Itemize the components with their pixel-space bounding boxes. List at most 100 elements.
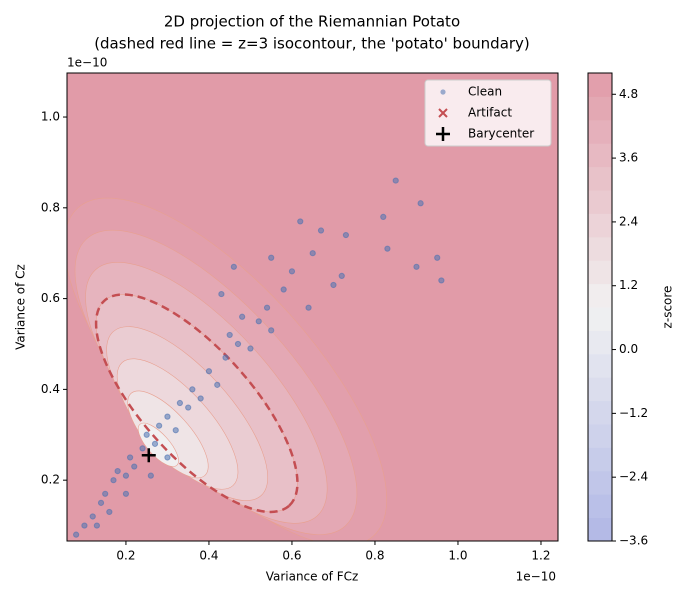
clean-point — [317, 227, 325, 234]
colorbar-band — [588, 283, 612, 308]
colorbar-band — [588, 119, 612, 144]
colorbar-band — [588, 424, 612, 448]
x-axis-label: Variance of FCz — [266, 570, 359, 584]
colorbar-band — [588, 494, 612, 519]
colorbar-tick-label: −3.6 — [619, 534, 648, 548]
clean-point — [139, 445, 146, 452]
clean-point — [81, 522, 88, 529]
colorbar-band — [588, 96, 612, 121]
plot-frame — [66, 72, 559, 542]
clean-point — [164, 413, 171, 420]
legend-box — [424, 79, 552, 147]
legend-label: Artifact — [468, 106, 512, 120]
clean-point — [131, 463, 138, 470]
colorbar-band — [588, 517, 612, 542]
colorbar-band — [588, 166, 612, 191]
colorbar-tick-label: 4.8 — [619, 87, 638, 101]
x-tick-label: 0.2 — [116, 549, 135, 563]
y-tick-label: 0.6 — [41, 291, 60, 305]
colorbar-label: z-score — [661, 286, 675, 329]
clean-point — [205, 368, 213, 375]
y-tick-label: 0.8 — [41, 200, 60, 214]
x-offset-label: 1e−10 — [516, 570, 556, 584]
legend-marker — [438, 108, 448, 118]
colorbar-band — [588, 377, 612, 402]
clean-point — [151, 440, 159, 447]
clean-point — [384, 245, 391, 252]
clean-point — [214, 381, 221, 388]
colorbar-band — [588, 213, 612, 238]
clean-point — [309, 250, 316, 257]
clean-point — [247, 345, 254, 352]
clean-point — [106, 508, 113, 516]
clean-point — [156, 422, 163, 429]
y-tick-label: 0.4 — [41, 382, 60, 396]
clean-point — [330, 281, 337, 289]
colorbar-band — [588, 143, 612, 168]
clean-point — [164, 454, 171, 461]
colorbar-tick-label: 0.0 — [619, 342, 638, 356]
clean-point — [218, 290, 225, 298]
clean-point — [342, 231, 350, 239]
clean-point — [122, 472, 130, 479]
clean-point — [197, 395, 204, 402]
colorbar-tick-label: 3.6 — [619, 151, 638, 165]
clean-point — [122, 490, 130, 497]
clean-point — [97, 499, 105, 506]
clean-point — [147, 472, 154, 479]
clean-point — [338, 272, 345, 280]
legend-label: Clean — [468, 85, 502, 99]
colorbar-frame — [587, 72, 613, 542]
clean-point — [185, 404, 192, 411]
clean-point — [305, 304, 312, 311]
legend-label: Barycenter — [468, 127, 534, 141]
clean-point — [230, 263, 237, 270]
legend-marker — [436, 127, 450, 141]
clean-point — [438, 277, 445, 284]
clean-point — [413, 263, 420, 270]
clean-point — [102, 490, 109, 497]
colorbar-tick-label: 1.2 — [619, 278, 638, 292]
potato-boundary — [94, 293, 299, 514]
y-tick-label: 1.0 — [41, 110, 60, 124]
plot-area — [67, 73, 558, 541]
colorbar-band — [588, 307, 612, 331]
colorbar-band — [588, 353, 612, 378]
clean-point — [110, 477, 117, 484]
colorbar-band — [588, 260, 612, 285]
y-tick-label: 0.2 — [41, 473, 60, 487]
clean-point — [114, 467, 121, 475]
colorbar-tick-label: −1.2 — [619, 406, 648, 420]
chart-title: 2D projection of the Riemannian Potato — [164, 13, 460, 31]
barycenter — [141, 448, 156, 463]
clean-point — [126, 454, 134, 461]
clean-point — [288, 268, 296, 275]
clean-point — [176, 399, 183, 407]
x-tick-label: 0.6 — [282, 549, 301, 563]
colorbar-band — [588, 330, 612, 355]
clean-point — [297, 218, 304, 225]
clean-point — [417, 200, 424, 207]
y-offset-label: 1e−10 — [67, 56, 107, 70]
colorbar-band — [588, 470, 612, 495]
x-tick-label: 1.0 — [448, 549, 467, 563]
x-tick-label: 0.8 — [365, 549, 384, 563]
legend-marker — [440, 89, 446, 95]
clean-point — [189, 386, 196, 393]
clean-point — [392, 177, 399, 184]
clean-point — [222, 354, 229, 361]
clean-point — [234, 340, 242, 348]
clean-point — [143, 431, 150, 438]
clean-point — [280, 286, 287, 293]
clean-point — [89, 513, 96, 520]
colorbar-band — [588, 73, 612, 97]
y-axis-label: Variance of Cz — [14, 264, 28, 350]
legend: Clean Artifact Barycenter — [424, 79, 552, 147]
clean-point — [226, 331, 233, 339]
clean-point — [434, 254, 441, 261]
colorbar-tick-label: −2.4 — [619, 470, 648, 484]
clean-point — [263, 304, 271, 311]
clean-point — [255, 318, 262, 325]
clean-point — [93, 522, 100, 529]
